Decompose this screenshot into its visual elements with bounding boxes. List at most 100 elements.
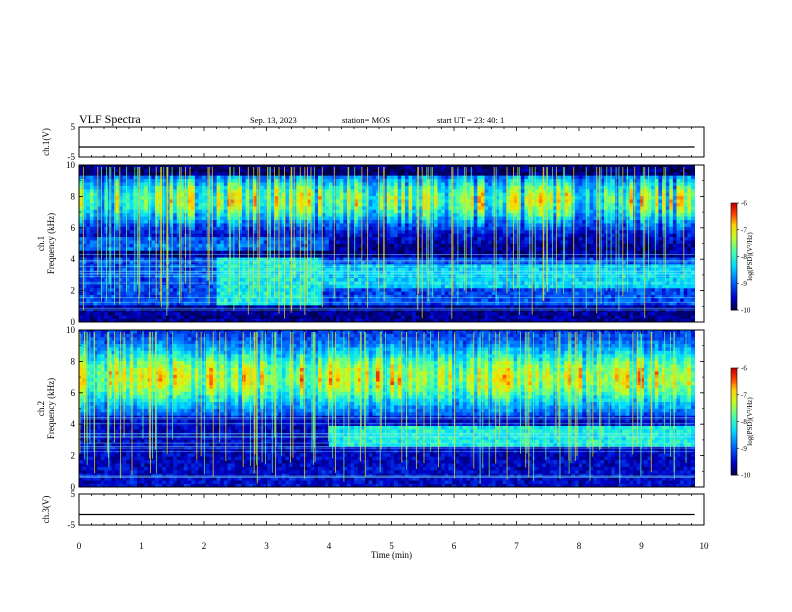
spectrogram-cell [404, 311, 409, 316]
spectrogram-cell [260, 274, 265, 279]
spectrogram-cell [321, 192, 326, 197]
spectrogram-cell [202, 257, 207, 261]
spectrogram-cell [263, 246, 268, 251]
spectrogram-cell [194, 240, 199, 244]
spectrogram-cell [133, 318, 138, 323]
spectrogram-cell [350, 274, 355, 279]
spectrogram-cell [296, 270, 301, 275]
spectrogram-cell [241, 168, 246, 173]
spectrogram-cell [140, 168, 145, 173]
spectrogram-cell [394, 294, 399, 299]
spectrogram-cell [350, 267, 355, 272]
spectrogram-cell [126, 223, 131, 227]
spectrogram-cell [82, 195, 87, 200]
spectrogram-cell [115, 270, 120, 275]
spectrogram-cell [357, 233, 362, 238]
spectrogram-cell [325, 304, 330, 309]
spectrogram-cell [151, 294, 156, 299]
spectrogram-cell [202, 226, 207, 231]
spectrogram-cell [365, 263, 370, 268]
spectrogram-cell [314, 287, 319, 292]
spectrogram-cell [444, 318, 449, 323]
spectrogram-cell [173, 257, 178, 261]
spectrogram-cell [194, 175, 199, 180]
spectrogram-cell [169, 165, 174, 169]
spectrogram-cell [459, 212, 464, 217]
spectrogram-cell [278, 315, 283, 319]
spectrogram-cell [227, 318, 232, 323]
spectrogram-cell [194, 236, 199, 241]
spectrogram-cell [107, 304, 112, 309]
spectrogram-cell [97, 287, 102, 292]
spectrogram-cell [198, 274, 203, 279]
spectrogram-cell [292, 270, 297, 275]
spectrogram-cell [404, 260, 409, 265]
spectrogram-cell [401, 202, 406, 207]
spectrogram-cell [140, 315, 145, 319]
spectrogram-cell [241, 233, 246, 238]
spectrogram-cell [281, 236, 286, 241]
spectrogram-cell [303, 270, 308, 275]
spectrogram-cell [365, 291, 370, 296]
spectrogram-cell [93, 301, 98, 306]
spectrogram-cell [368, 253, 373, 258]
spectrogram-cell [126, 301, 131, 306]
spectrogram-cell [118, 284, 123, 289]
spectrogram-cell [336, 291, 341, 296]
spectrogram-cell [115, 304, 120, 309]
spectrogram-cell [336, 226, 341, 231]
spectrogram-cell [318, 311, 323, 316]
spectrogram-cell [441, 168, 446, 173]
spectrogram-cell [307, 243, 312, 248]
spectrogram-cell [412, 195, 417, 200]
spectrogram-cell [270, 195, 275, 200]
spectrogram-cell [191, 168, 196, 173]
spectrogram-cell [111, 175, 116, 180]
spectrogram-cell [216, 253, 221, 258]
spectrogram-cell [234, 287, 239, 292]
spectrogram-cell [314, 178, 319, 183]
spectrogram-cell [238, 298, 243, 302]
spectrogram-cell [296, 263, 301, 268]
spectrogram-cell [452, 274, 457, 279]
spectrogram-cell [339, 301, 344, 306]
spectrogram-cell [111, 226, 116, 231]
spectrogram-cell [155, 260, 160, 265]
spectrogram-cell [238, 274, 243, 279]
spectrogram-cell [191, 257, 196, 261]
spectrogram-cell [325, 178, 330, 183]
spectrogram-cell [328, 216, 333, 221]
spectrogram-cell [86, 311, 91, 316]
spectrogram-cell [93, 240, 98, 244]
spectrogram-cell [383, 260, 388, 265]
spectrogram-cell [129, 199, 134, 203]
spectrogram-cell [307, 298, 312, 302]
spectrogram-cell [169, 178, 174, 183]
spectrogram-cell [343, 236, 348, 241]
spectrogram-cell [270, 294, 275, 299]
spectrogram-cell [180, 243, 185, 248]
spectrogram-cell [303, 284, 308, 289]
spectrogram-cell [220, 257, 225, 261]
spectrogram-cell [343, 188, 348, 193]
spectrogram-cell [325, 287, 330, 292]
spectrogram-cell [404, 267, 409, 272]
spectrogram-cell [133, 205, 138, 210]
spectrogram-cell [216, 294, 221, 299]
spectrogram-cell [238, 311, 243, 316]
spectrogram-cell [310, 294, 315, 299]
spectrogram-cell [419, 229, 424, 234]
spectrogram-cell [100, 199, 105, 203]
spectrogram-cell [223, 212, 228, 217]
spectrogram-cell [223, 178, 228, 183]
spectrogram-cell [336, 270, 341, 275]
spectrogram-cell [263, 226, 268, 231]
spectrogram-cell [184, 291, 189, 296]
spectrogram-cell [274, 315, 279, 319]
spectrogram-cell [404, 250, 409, 255]
spectrogram-cell [216, 287, 221, 292]
spectrogram-cell [256, 182, 261, 186]
spectrogram-cell [441, 209, 446, 214]
spectrogram-cell [202, 171, 207, 176]
spectrogram-cell [155, 311, 160, 316]
